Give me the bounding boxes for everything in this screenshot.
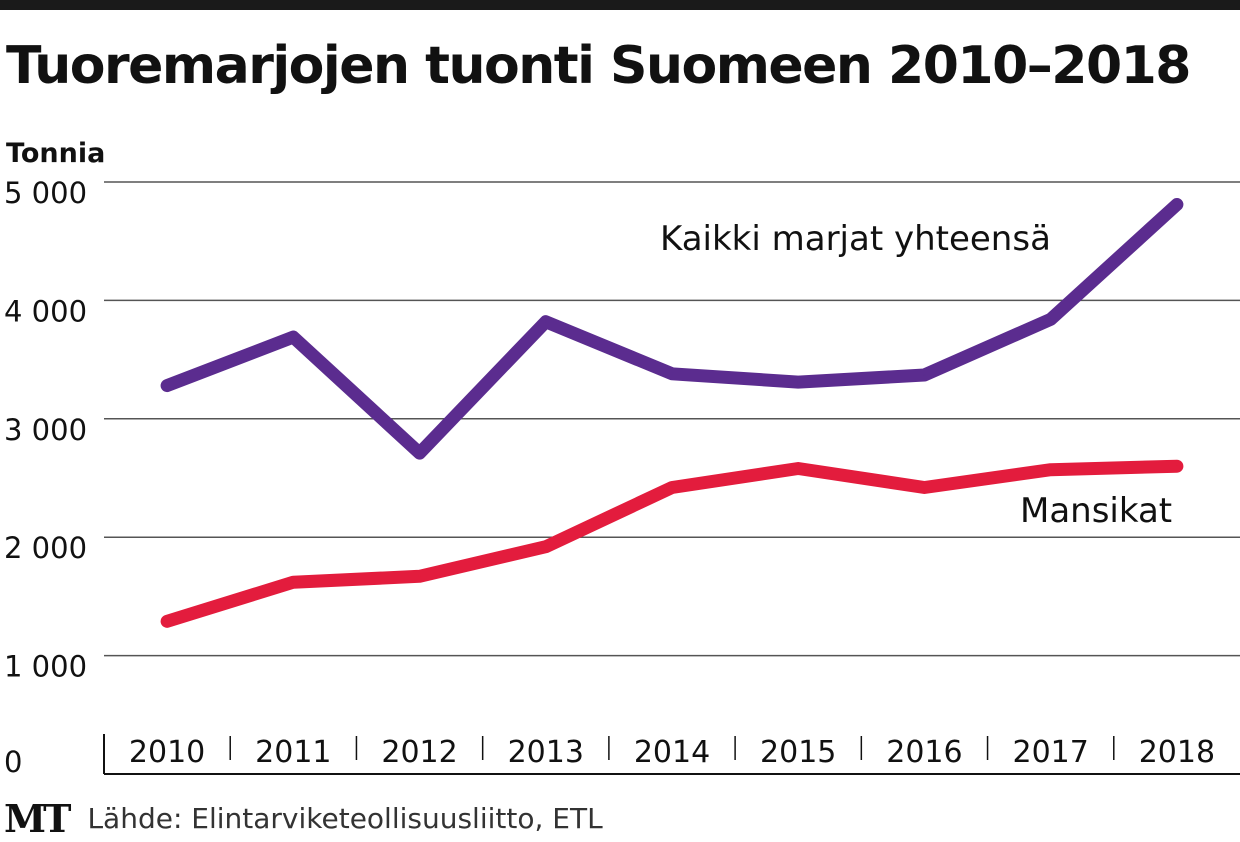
y-tick-label: 5 000 — [4, 176, 87, 210]
data-point — [1175, 465, 1178, 468]
series-label-total: Kaikki marjat yhteensä — [660, 219, 1051, 259]
data-point — [292, 581, 295, 584]
x-tick-label: 2011 — [255, 735, 331, 770]
data-point — [671, 486, 673, 489]
data-point — [923, 486, 926, 489]
data-point — [1049, 468, 1052, 471]
data-point — [797, 467, 800, 470]
data-point — [418, 575, 421, 578]
x-tick-label: 2010 — [129, 735, 205, 770]
y-tick-label: 1 000 — [4, 650, 87, 684]
data-point — [292, 336, 295, 339]
x-tick-label: 2018 — [1139, 735, 1215, 770]
x-tick-label: 2017 — [1012, 735, 1088, 770]
mt-logo: MT — [4, 796, 71, 841]
x-tick-label: 2014 — [634, 735, 710, 770]
y-tick-label: 2 000 — [4, 531, 87, 565]
y-tick-label: 3 000 — [4, 413, 87, 447]
data-point — [1049, 318, 1052, 321]
data-point — [923, 373, 926, 376]
data-point — [544, 320, 547, 323]
chart-title: Tuoremarjojen tuonti Suomeen 2010–2018 — [6, 36, 1192, 96]
data-point — [166, 384, 169, 387]
y-tick-label: 4 000 — [4, 294, 87, 328]
footer: MT Lähde: Elintarviketeollisuusliitto, E… — [4, 796, 603, 841]
data-point — [166, 620, 169, 623]
x-tick-label: 2015 — [760, 735, 836, 770]
source-note: Lähde: Elintarviketeollisuusliitto, ETL — [87, 802, 603, 835]
data-point — [671, 372, 673, 375]
data-point — [797, 381, 800, 384]
x-tick-label: 2016 — [886, 735, 962, 770]
x-tick-label: 2013 — [508, 735, 584, 770]
series-line-strawberries — [160, 459, 1184, 628]
y-tick-label: 0 — [4, 745, 22, 779]
top-bar — [0, 0, 1240, 10]
data-point — [1175, 203, 1178, 206]
x-tick-label: 2012 — [381, 735, 457, 770]
data-point — [544, 545, 547, 548]
y-axis-label: Tonnia — [6, 138, 105, 169]
series-label-strawberries: Mansikat — [1020, 491, 1172, 531]
data-point — [418, 452, 421, 455]
